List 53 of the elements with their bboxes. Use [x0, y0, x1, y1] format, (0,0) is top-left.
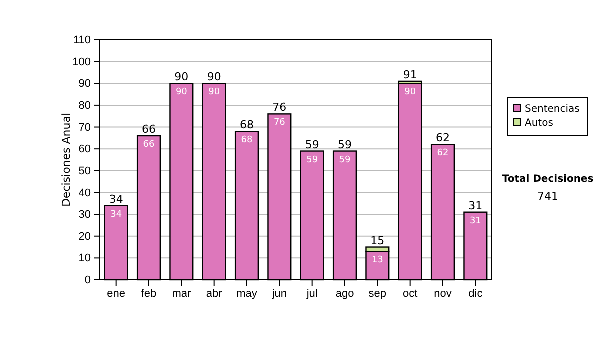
y-tick-label: 40	[78, 187, 91, 200]
data-label: 59	[339, 155, 351, 166]
data-label: 90	[404, 88, 416, 98]
total-label: 90	[207, 70, 222, 84]
total-label: 68	[240, 118, 254, 132]
x-tick-label: mar	[172, 288, 192, 300]
total-label: 15	[370, 234, 385, 248]
x-tick-label: dic	[468, 288, 484, 300]
x-tick-label: may	[236, 288, 258, 300]
y-tick-label: 100	[72, 56, 91, 68]
x-tick-label: feb	[141, 288, 157, 300]
data-label: 90	[208, 88, 220, 98]
y-tick-label: 70	[78, 122, 91, 134]
total-label: 59	[305, 138, 320, 152]
x-tick-label: abr	[206, 288, 223, 300]
x-tick-label: jul	[306, 288, 318, 300]
total-label: 59	[338, 138, 352, 152]
total-label: 90	[174, 70, 189, 84]
x-tick-label: sep	[368, 288, 387, 300]
legend-label: Autos	[525, 118, 554, 129]
legend-label: Sentencias	[525, 104, 580, 115]
x-tick-label: jun	[271, 288, 288, 300]
data-label: 66	[143, 140, 155, 150]
y-tick-label: 110	[73, 34, 91, 47]
y-axis-title: Decisiones Anual	[60, 112, 73, 208]
data-label: 31	[470, 216, 482, 226]
x-tick-label: ene	[107, 288, 126, 300]
x-tick-label: ago	[336, 288, 354, 300]
y-tick-label: 30	[78, 209, 91, 222]
data-label: 68	[241, 136, 253, 146]
total-label: 62	[436, 132, 450, 145]
y-tick-label: 0	[84, 274, 91, 287]
y-tick-label: 20	[78, 230, 91, 243]
x-tick-label: nov	[434, 288, 452, 300]
total-label: 34	[109, 192, 124, 206]
y-tick-label: 50	[78, 165, 91, 178]
data-label: 90	[176, 88, 188, 98]
x-tick-label: oct	[402, 288, 418, 300]
data-label: 59	[306, 155, 318, 166]
total-label: 76	[272, 101, 287, 114]
total-label: 31	[468, 199, 483, 212]
y-tick-label: 60	[78, 144, 91, 156]
data-label: 13	[372, 256, 384, 266]
text: Total Decisiones	[502, 174, 594, 185]
total-label: 66	[142, 123, 156, 136]
text: 741	[538, 190, 558, 203]
y-tick-label: 10	[78, 252, 91, 265]
y-tick-label: 80	[78, 100, 91, 112]
data-label: 34	[110, 210, 122, 220]
data-label: 76	[274, 118, 286, 128]
y-tick-label: 90	[78, 78, 91, 90]
data-label: 62	[437, 148, 449, 159]
total-label: 91	[403, 68, 418, 82]
